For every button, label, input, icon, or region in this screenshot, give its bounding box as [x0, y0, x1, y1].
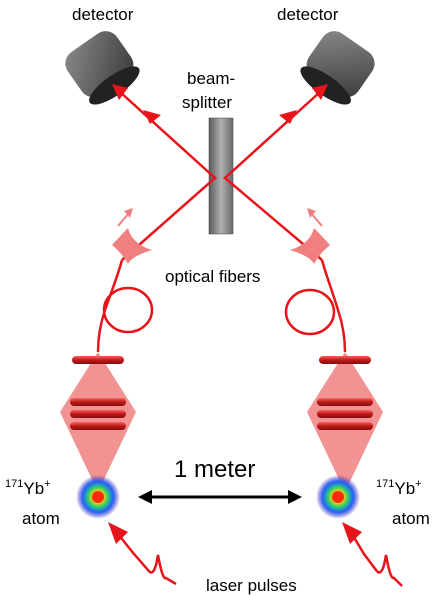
label-optical-fibers: optical fibers — [165, 267, 260, 286]
lens-stack-right — [317, 356, 373, 430]
detector-left — [65, 31, 140, 105]
label-distance: 1 meter — [174, 456, 255, 483]
photon-wavepacket-left — [112, 208, 152, 264]
distance-arrow — [138, 490, 302, 504]
detector-right — [300, 31, 375, 105]
optical-fiber-right — [284, 259, 347, 353]
label-atom-right-word: atom — [392, 509, 430, 528]
laser-arrow-right — [342, 522, 362, 544]
ion-right — [316, 475, 360, 519]
ion-left — [76, 475, 120, 519]
label-detector-right: detector — [277, 5, 339, 24]
optical-fiber-left — [96, 259, 154, 353]
photon-wavepacket-right — [290, 208, 330, 264]
label-laser-pulses: laser pulses — [206, 576, 297, 595]
label-detector-left: detector — [72, 5, 134, 24]
arrow-mid-left — [143, 110, 161, 124]
label-beamsplitter-line2: splitter — [182, 93, 232, 112]
label-atom-left-word: atom — [22, 509, 60, 528]
label-beamsplitter-line1: beam- — [187, 69, 235, 88]
label-atom-left-formula: 171Yb+ — [5, 478, 51, 498]
arrow-mid-right — [279, 110, 297, 124]
laser-pulse-left — [117, 533, 177, 586]
label-atom-right-formula: 171Yb+ — [376, 478, 422, 498]
laser-pulse-right — [350, 533, 403, 587]
arrow-to-right-detector — [312, 84, 328, 100]
arrow-to-left-detector — [112, 84, 128, 100]
lens-stack-left — [70, 356, 126, 430]
laser-arrow-left — [108, 522, 128, 544]
